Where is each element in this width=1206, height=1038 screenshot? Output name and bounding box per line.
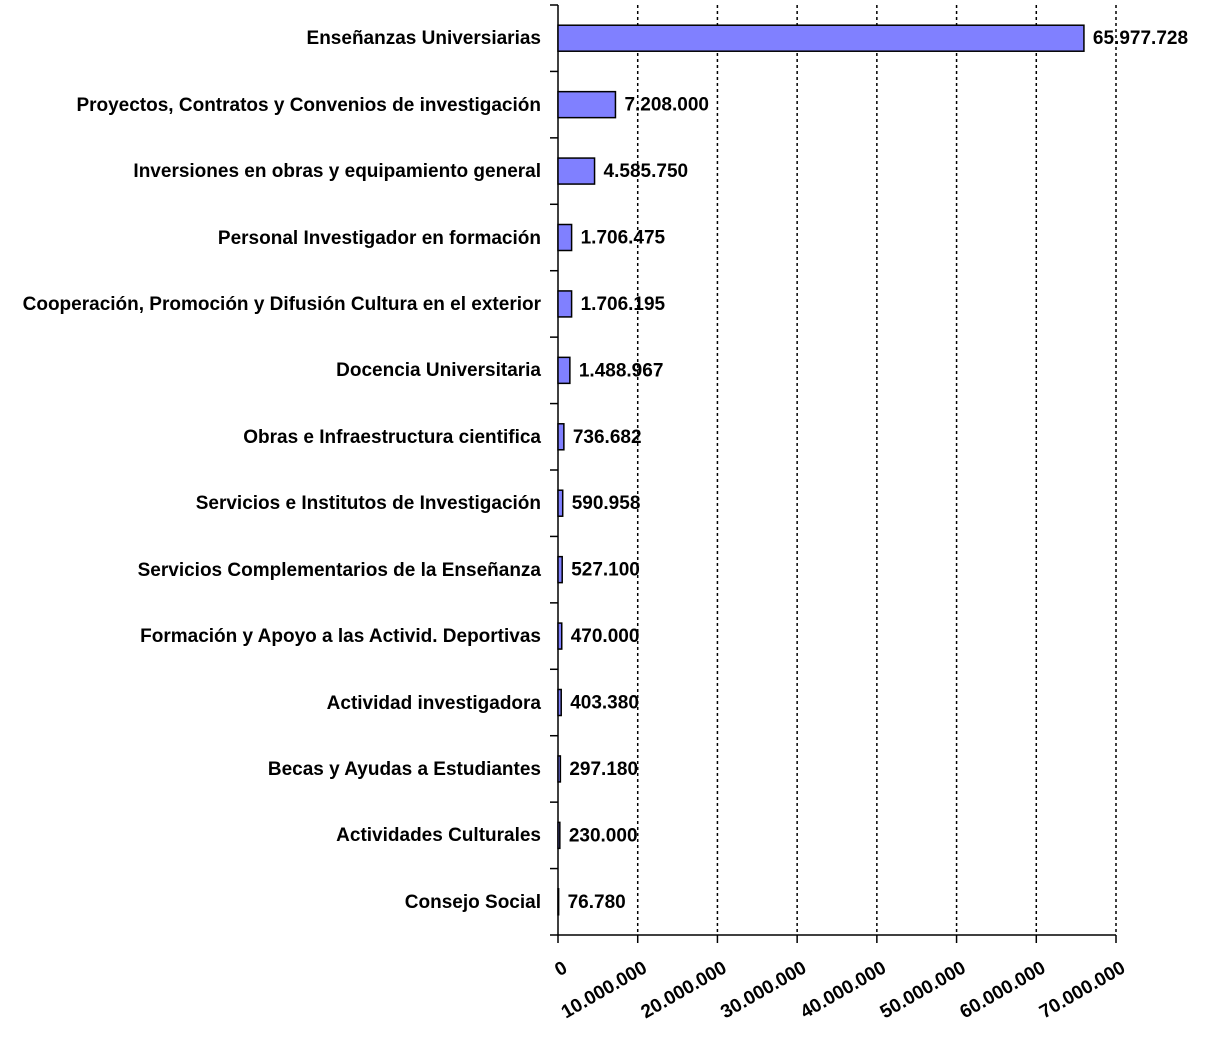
y-tick-label: Formación y Apoyo a las Activid. Deporti… <box>140 626 541 648</box>
bar <box>557 157 596 185</box>
data-label: 590.958 <box>572 493 641 514</box>
bar <box>557 223 573 252</box>
y-tick-label: Obras e Infraestructura cientifica <box>243 426 541 448</box>
y-tick-label-box: Consejo Social <box>0 889 541 917</box>
y-tick-label: Cooperación, Promoción y Difusión Cultur… <box>22 293 541 315</box>
y-tick-label: Consejo Social <box>404 891 541 913</box>
data-label: 1.706.475 <box>581 228 666 249</box>
x-tick-label: 70.000.000 <box>1036 957 1129 1023</box>
y-tick-label-box: Docencia Universitaria <box>0 357 541 385</box>
bar <box>557 489 564 517</box>
y-tick-label: Inversiones en obras y equipamiento gene… <box>133 161 541 183</box>
data-label: 470.000 <box>571 626 640 647</box>
x-tick-label: 40.000.000 <box>797 957 890 1023</box>
bar <box>557 90 617 119</box>
y-tick-label-box: Becas y Ayudas a Estudiantes <box>0 756 541 784</box>
bar <box>557 356 571 385</box>
y-tick-label: Actividades Culturales <box>336 825 541 847</box>
bar <box>557 622 563 650</box>
data-label: 736.682 <box>573 427 642 448</box>
data-label: 527.100 <box>571 560 640 581</box>
data-label: 403.380 <box>570 693 639 714</box>
data-label: 230.000 <box>569 825 638 846</box>
bar <box>557 821 561 850</box>
y-tick-label-box: Servicios e Institutos de Investigación <box>0 490 541 518</box>
data-label: 65.977.728 <box>1093 28 1188 49</box>
bar <box>557 290 573 318</box>
y-tick-label: Personal Investigador en formación <box>217 227 541 249</box>
y-tick-label: Servicios Complementarios de la Enseñanz… <box>137 559 541 581</box>
y-tick-label: Actividad investigadora <box>326 692 541 714</box>
data-label: 76.780 <box>568 892 626 913</box>
x-tick-label: 50.000.000 <box>877 957 970 1023</box>
y-tick-label-box: Inversiones en obras y equipamiento gene… <box>0 158 541 186</box>
data-label: 7.208.000 <box>624 95 709 116</box>
x-tick-label: 10.000.000 <box>558 957 651 1023</box>
bar <box>557 888 560 916</box>
y-tick-label-box: Actividad investigadora <box>0 690 541 718</box>
y-tick-label: Proyectos, Contratos y Convenios de inve… <box>76 94 541 116</box>
bar <box>557 755 562 783</box>
data-label: 297.180 <box>569 759 638 780</box>
y-tick-label-box: Actividades Culturales <box>0 822 541 850</box>
y-tick-label-box: Personal Investigador en formación <box>0 225 541 253</box>
x-tick-label: 30.000.000 <box>717 957 810 1023</box>
data-label: 1.488.967 <box>579 360 664 381</box>
y-tick-label-box: Obras e Infraestructura cientifica <box>0 424 541 452</box>
bar <box>557 24 1085 52</box>
y-tick-label-box: Formación y Apoyo a las Activid. Deporti… <box>0 623 541 651</box>
data-label: 4.585.750 <box>604 161 689 182</box>
y-tick-label-box: Proyectos, Contratos y Convenios de inve… <box>0 92 541 120</box>
y-tick-label-box: Servicios Complementarios de la Enseñanz… <box>0 557 541 585</box>
bar <box>557 555 563 584</box>
x-tick-label: 20.000.000 <box>638 957 731 1023</box>
y-tick-label: Docencia Universitaria <box>336 360 541 382</box>
x-tick-label: 0 <box>551 957 571 980</box>
y-tick-label-box: Enseñanzas Universiarias <box>0 25 541 53</box>
y-tick-label: Enseñanzas Universiarias <box>306 28 541 50</box>
bar <box>557 423 565 451</box>
y-tick-label: Servicios e Institutos de Investigación <box>195 493 541 515</box>
bar <box>557 688 562 717</box>
data-label: 1.706.195 <box>581 294 666 315</box>
y-tick-label: Becas y Ayudas a Estudiantes <box>267 758 541 780</box>
y-tick-label-box: Cooperación, Promoción y Difusión Cultur… <box>0 291 541 319</box>
x-tick-label: 60.000.000 <box>956 957 1049 1023</box>
